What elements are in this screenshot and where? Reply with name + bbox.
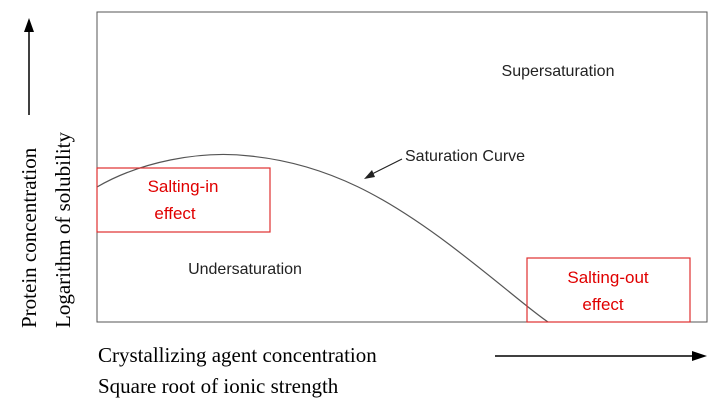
y-axis-label: Logarithm of solubility: [51, 132, 75, 328]
arrowhead: [24, 18, 34, 32]
curve-label: Saturation Curve: [405, 148, 525, 165]
region-label: Undersaturation: [188, 261, 302, 278]
x-axis-label: Crystallizing agent concentration: [98, 343, 377, 367]
plot-frame: [96, 11, 708, 323]
arrowhead: [692, 351, 707, 361]
arrowhead: [364, 170, 375, 179]
x-axis-label: Square root of ionic strength: [98, 374, 339, 398]
callout-text: Salting-out: [567, 268, 649, 287]
callout-text: effect: [582, 295, 624, 314]
curve-pointer: [367, 158, 403, 177]
saturation-curve: [96, 153, 549, 323]
y-axis-label: Protein concentration: [17, 147, 41, 328]
callout-text: Salting-in: [148, 177, 219, 196]
callout-box: [526, 257, 691, 323]
callout-text: effect: [154, 204, 196, 223]
region-label: Supersaturation: [502, 63, 615, 80]
callout-box: [96, 167, 271, 233]
